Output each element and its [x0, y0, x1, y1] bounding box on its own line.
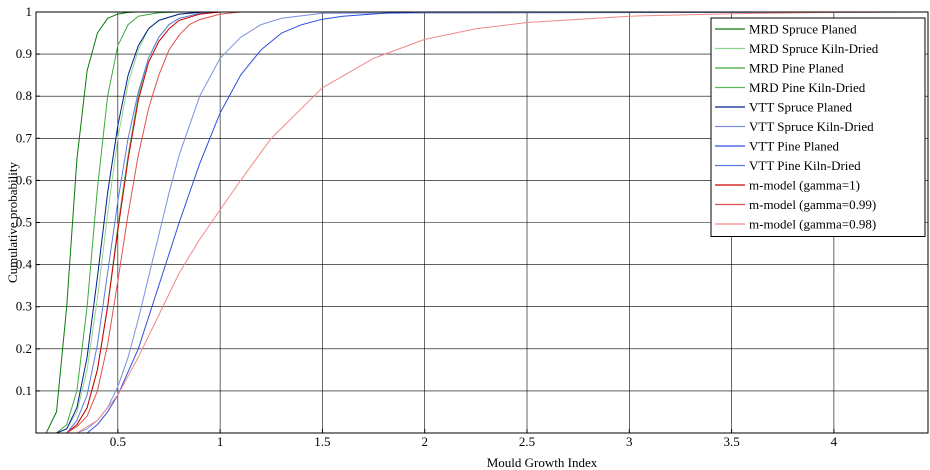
x-axis-label: Mould Growth Index	[487, 455, 598, 470]
legend-entry: m-model (gamma=0.98)	[749, 217, 876, 232]
legend-entry: VTT Pine Planed	[749, 139, 840, 154]
series-line	[36, 11, 928, 434]
y-tick-label: 0.1	[16, 383, 32, 398]
series-lines	[36, 11, 929, 434]
y-tick-label: 1	[26, 4, 33, 19]
x-tick-label: 3.5	[723, 434, 739, 449]
series-line	[36, 11, 928, 434]
x-tick-label: 2	[421, 434, 428, 449]
series-line	[36, 11, 928, 434]
series-line	[36, 11, 928, 434]
legend-entry: VTT Pine Kiln-Dried	[749, 158, 861, 173]
x-tick-label: 4	[831, 434, 838, 449]
legend-entry: MRD Pine Planed	[749, 61, 844, 76]
x-tick-label: 3	[626, 434, 633, 449]
x-tick-label: 0.5	[110, 434, 126, 449]
x-tick-label: 2.5	[519, 434, 535, 449]
series-line	[36, 11, 929, 434]
legend-box	[710, 17, 926, 237]
legend-entry: MRD Spruce Planed	[749, 22, 857, 37]
y-tick-label: 0.4	[16, 257, 33, 272]
legend-entry: MRD Pine Kiln-Dried	[749, 80, 866, 95]
legend-entry: m-model (gamma=1)	[749, 178, 860, 193]
y-tick-label: 0.3	[16, 299, 32, 314]
legend-entry: MRD Spruce Kiln-Dried	[749, 41, 879, 56]
legend-entry: VTT Spruce Kiln-Dried	[749, 119, 874, 134]
x-tick-label: 1	[217, 434, 224, 449]
legend-entry: m-model (gamma=0.99)	[749, 197, 876, 212]
y-tick-label: 0.9	[16, 46, 32, 61]
series-line	[36, 11, 928, 434]
y-tick-label: 0.6	[16, 172, 33, 187]
y-tick-label: 0.7	[16, 130, 33, 145]
axis-ticks: 0.5 1 1.5 2 2.5 3 3.5 4 0.1 0.2 0.3 0.4 0.5 0.6 0.7 0.8…	[16, 4, 838, 449]
y-tick-label: 0.2	[16, 341, 32, 356]
y-tick-label: 0.5	[16, 215, 32, 230]
x-tick-label: 1.5	[314, 434, 330, 449]
legend-entry: VTT Spruce Planed	[749, 100, 853, 115]
y-axis-label: Cumulative probability	[5, 162, 20, 283]
y-tick-label: 0.8	[16, 88, 32, 103]
legend: MRD Spruce Planed MRD Spruce Kiln-Dried MR…	[710, 17, 926, 237]
series-line	[36, 11, 928, 434]
